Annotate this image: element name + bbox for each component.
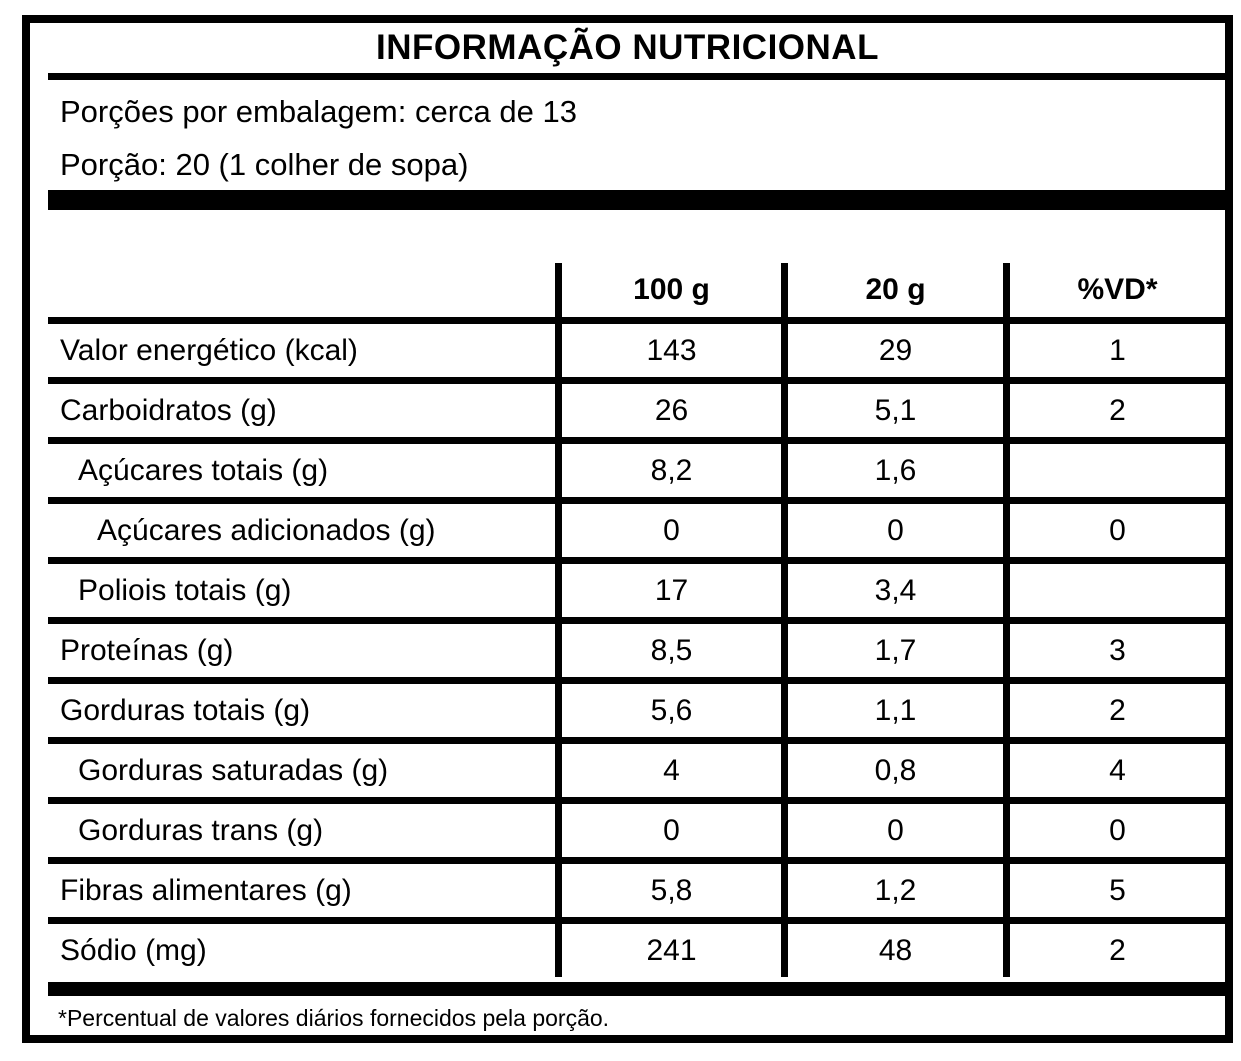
section-divider-bar-top [48,190,1225,210]
value-20g: 0 [781,804,1003,857]
table-header-row: 100 g 20 g %VD* [48,263,1225,324]
header-col-20g: 20 g [781,263,1003,317]
nutrition-table: 100 g 20 g %VD* Valor energético (kcal) … [48,263,1225,977]
nutrient-name: Sódio (mg) [60,933,207,967]
table-row-gorduras-totais: Gorduras totais (g) 5,6 1,1 2 [48,684,1225,744]
table-row-sodio: Sódio (mg) 241 48 2 [48,924,1225,977]
value-100g: 8,5 [555,624,781,677]
value-100g: 5,6 [555,684,781,737]
nutrient-name: Gorduras totais (g) [60,693,311,727]
value-20g: 48 [781,924,1003,977]
value-100g: 241 [555,924,781,977]
value-100g: 143 [555,324,781,377]
value-20g: 5,1 [781,384,1003,437]
value-100g: 0 [555,804,781,857]
table-row-gorduras-trans: Gorduras trans (g) 0 0 0 [48,804,1225,864]
nutrient-name: Valor energético (kcal) [60,333,358,367]
value-100g: 4 [555,744,781,797]
nutrition-label-box: INFORMAÇÃO NUTRICIONAL Porções por embal… [22,15,1233,1043]
value-20g: 29 [781,324,1003,377]
table-row-acucares-totais: Açúcares totais (g) 8,2 1,6 [48,444,1225,504]
nutrient-name: Gorduras saturadas (g) [78,753,389,787]
table-row-poliois-totais: Poliois totais (g) 17 3,4 [48,564,1225,624]
value-vd: 3 [1003,624,1225,677]
nutrient-name: Proteínas (g) [60,633,234,667]
value-vd: 2 [1003,924,1225,977]
label-title-row: INFORMAÇÃO NUTRICIONAL [30,23,1225,73]
value-vd: 1 [1003,324,1225,377]
value-20g: 1,1 [781,684,1003,737]
value-20g: 0,8 [781,744,1003,797]
header-col-vd: %VD* [1003,263,1225,317]
value-100g: 8,2 [555,444,781,497]
value-vd: 5 [1003,864,1225,917]
section-divider-bar-bottom [48,982,1225,996]
nutrient-name: Carboidratos (g) [60,393,277,427]
portion-size-text: Porção: 20 (1 colher de sopa) [60,147,469,182]
nutrient-name: Poliois totais (g) [78,573,292,607]
value-vd: 0 [1003,804,1225,857]
value-20g: 1,6 [781,444,1003,497]
value-vd: 2 [1003,384,1225,437]
page-title: INFORMAÇÃO NUTRICIONAL [376,28,879,67]
value-20g: 1,7 [781,624,1003,677]
nutrient-name: Fibras alimentares (g) [60,873,352,907]
nutrient-name: Açúcares adicionados (g) [97,513,436,547]
value-100g: 26 [555,384,781,437]
servings-per-package-text: Porções por embalagem: cerca de 13 [60,94,577,129]
table-row-acucares-adicionados: Açúcares adicionados (g) 0 0 0 [48,504,1225,564]
value-vd [1003,564,1225,617]
value-100g: 5,8 [555,864,781,917]
value-vd: 4 [1003,744,1225,797]
value-100g: 17 [555,564,781,617]
table-row-gorduras-saturadas: Gorduras saturadas (g) 4 0,8 4 [48,744,1225,804]
value-20g: 1,2 [781,864,1003,917]
header-empty-cell [48,263,555,317]
value-vd: 2 [1003,684,1225,737]
table-row-fibras-alimentares: Fibras alimentares (g) 5,8 1,2 5 [48,864,1225,924]
footnote: *Percentual de valores diários fornecido… [58,1005,610,1031]
value-20g: 0 [781,504,1003,557]
value-vd [1003,444,1225,497]
nutrient-name: Gorduras trans (g) [78,813,324,847]
title-divider-line [48,73,1225,80]
value-vd: 0 [1003,504,1225,557]
nutrient-name: Açúcares totais (g) [78,453,329,487]
table-row-carboidratos: Carboidratos (g) 26 5,1 2 [48,384,1225,444]
value-20g: 3,4 [781,564,1003,617]
header-col-100g: 100 g [555,263,781,317]
value-100g: 0 [555,504,781,557]
table-row-valor-energetico: Valor energético (kcal) 143 29 1 [48,324,1225,384]
table-row-proteinas: Proteínas (g) 8,5 1,7 3 [48,624,1225,684]
